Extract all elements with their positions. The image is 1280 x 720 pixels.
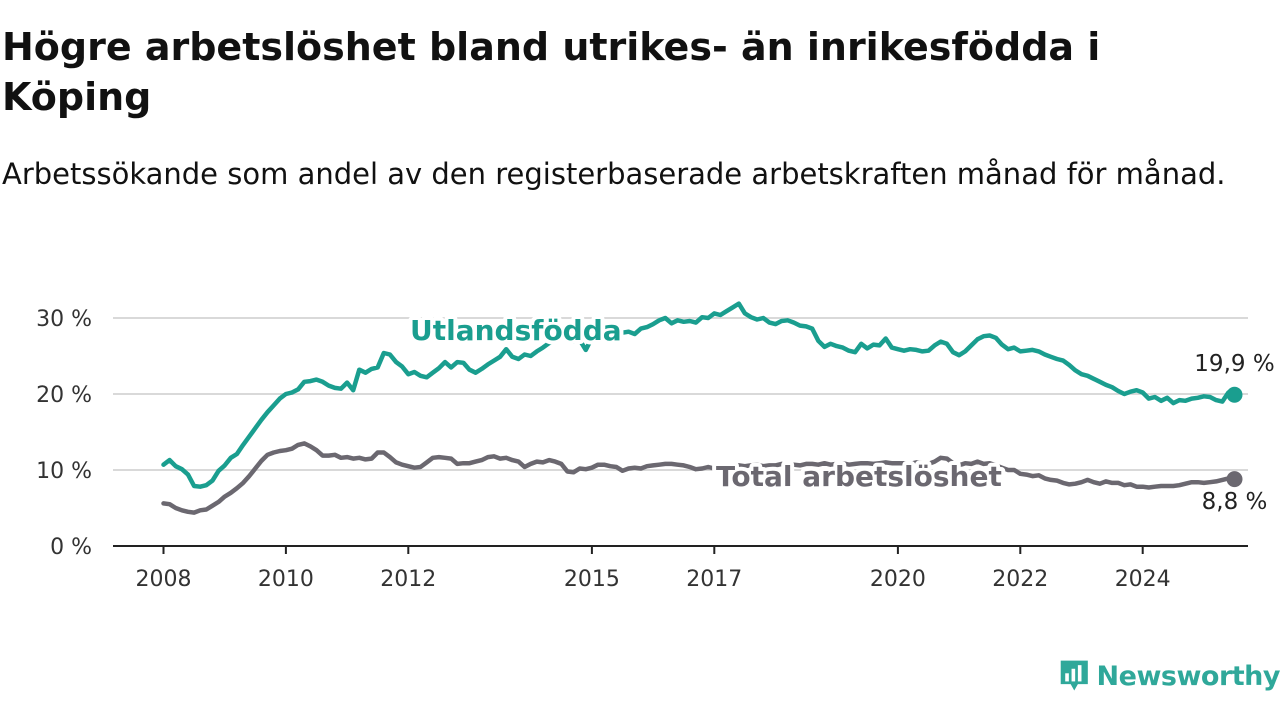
series-line-1 (161, 441, 1237, 515)
series-line-0 (161, 301, 1237, 489)
x-tick-label: 2010 (258, 567, 314, 592)
chart-subtitle: Arbetssökande som andel av den registerb… (2, 157, 1226, 191)
newsworthy-logo: Newsworthy (1058, 654, 1280, 698)
series-end-marker-0 (1226, 386, 1243, 403)
x-tick-label: 2022 (992, 567, 1048, 592)
x-tick-label: 2020 (870, 567, 926, 592)
series-labels: Utlandsfödda 19,9 % Total arbetslöshet 8,8 … (406, 310, 1275, 515)
series-name-label-0: Utlandsfödda (410, 314, 622, 347)
x-tick-label: 2024 (1115, 567, 1171, 592)
series-end-marker-1 (1226, 471, 1243, 488)
series-end-value-1: 8,8 % (1202, 489, 1268, 515)
y-tick-label: 0 % (50, 535, 92, 560)
series-lines (161, 301, 1243, 515)
x-tick-label: 2017 (686, 567, 742, 592)
chart-title: Högre arbetslöshet bland utrikes- än inr… (2, 25, 1101, 119)
x-tick-label: 2015 (564, 567, 620, 592)
series-name-label-1: Total arbetslöshet (716, 460, 1002, 493)
y-axis: 0 % 10 % 20 % 30 % (36, 307, 92, 560)
series-end-value-0: 19,9 % (1194, 351, 1274, 377)
y-tick-label: 20 % (36, 383, 92, 408)
y-tick-label: 30 % (36, 307, 92, 332)
x-axis: 2008 2010 2012 2015 2017 2020 2022 2024 (113, 545, 1248, 592)
x-tick-label: 2012 (380, 567, 436, 592)
grid-lines (113, 317, 1248, 471)
y-tick-label: 10 % (36, 459, 92, 484)
x-tick-label: 2008 (136, 567, 192, 592)
newsworthy-logo-icon (1060, 660, 1088, 691)
newsworthy-logo-text: Newsworthy (1096, 660, 1280, 692)
